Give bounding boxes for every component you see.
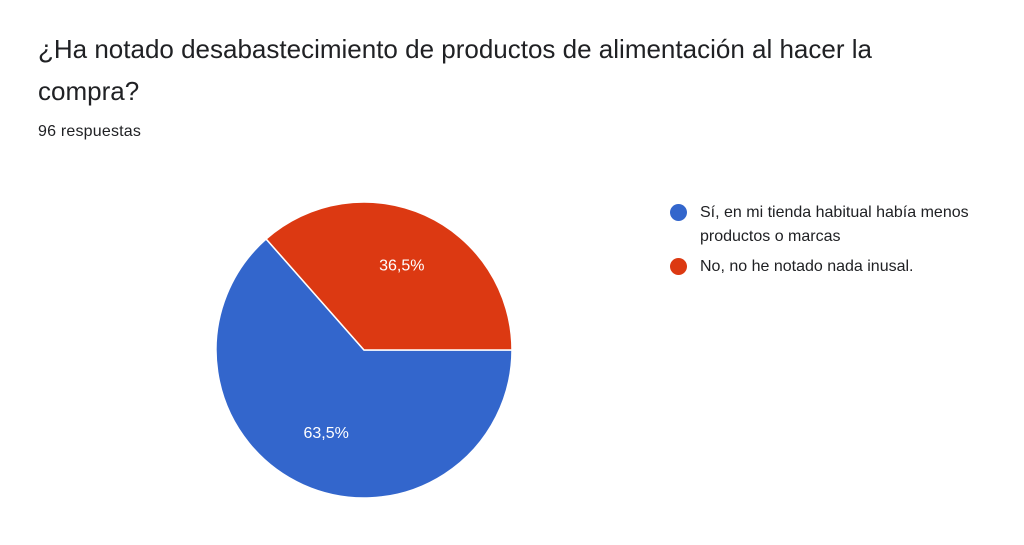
legend-label-no: No, no he notado nada inusal.: [700, 258, 914, 275]
pie-slices: [215, 201, 513, 499]
pie-label-yes: 63,5%: [304, 425, 349, 442]
legend-item-no[interactable]: No, no he notado nada inusal.: [670, 255, 1000, 279]
legend-item-yes[interactable]: Sí, en mi tienda habitual había menos pr…: [670, 201, 1000, 249]
legend-swatch-no: [670, 258, 687, 275]
pie-slice-yes[interactable]: [215, 238, 513, 499]
legend-label-yes: Sí, en mi tienda habitual había menos pr…: [700, 204, 969, 245]
pie-label-no: 36,5%: [379, 258, 424, 275]
response-count: 96 respuestas: [38, 123, 142, 140]
question-title: ¿Ha notado desabastecimiento de producto…: [38, 34, 872, 106]
pie-slice-labels: 63,5% 36,5%: [304, 258, 425, 442]
legend-swatch-yes: [670, 204, 687, 221]
chart-legend: Sí, en mi tienda habitual había menos pr…: [670, 201, 1000, 285]
pie-slice-no[interactable]: [265, 201, 513, 351]
